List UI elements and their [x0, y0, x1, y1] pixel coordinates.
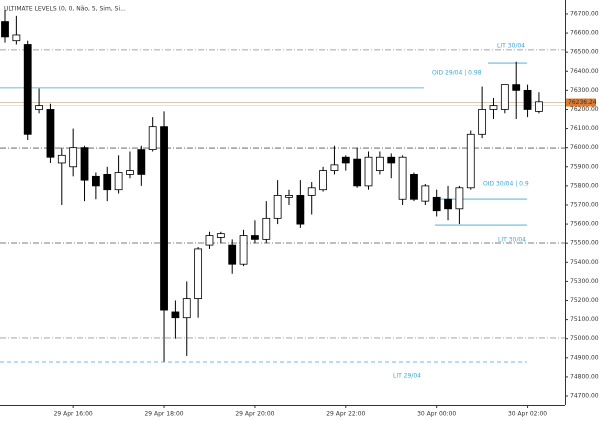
candle-body: [69, 147, 78, 168]
y-tick-label: 75700.00: [570, 201, 599, 208]
candle-body: [12, 34, 21, 42]
y-tick-label: 74700.00: [570, 393, 599, 400]
x-tick-label: 29 Apr 20:00: [235, 411, 274, 418]
candle-body: [341, 156, 350, 164]
candle-body: [103, 174, 112, 191]
candle-body: [444, 198, 452, 210]
candle-body: [296, 195, 305, 225]
y-tick-label: 75600.00: [570, 221, 599, 228]
candle-body: [228, 244, 237, 265]
x-tick-label: 30 Apr 02:00: [508, 411, 547, 418]
candle-body: [410, 174, 418, 200]
candle-body: [535, 101, 543, 112]
y-tick-label: 75100.00: [570, 316, 599, 323]
chart-title: ULTIMATE LEVELS (0, 0, Não, 5, Sim, Si..…: [4, 6, 126, 13]
candle-body: [364, 156, 373, 187]
candle-body: [205, 235, 214, 246]
y-tick-label: 76000.00: [570, 144, 599, 151]
y-tick-label: 74900.00: [570, 354, 599, 361]
level-label: OID 29/04 | 0.98: [432, 70, 482, 77]
candle-body: [421, 185, 430, 202]
candle-body: [307, 187, 316, 196]
candle-body: [216, 233, 225, 238]
candle-body: [182, 298, 191, 319]
candle-body: [466, 133, 475, 189]
candle-body: [114, 172, 123, 191]
candle-body: [330, 164, 339, 171]
candle-body: [489, 105, 498, 110]
x-tick-label: 29 Apr 16:00: [54, 411, 93, 418]
candle-body: [387, 156, 396, 164]
level-label: LIT 30/04: [497, 42, 525, 49]
y-tick-label: 75900.00: [570, 163, 599, 170]
y-tick-label: 75400.00: [570, 259, 599, 266]
y-tick-label: 75300.00: [570, 278, 599, 285]
y-tick-label: 76600.00: [570, 30, 599, 37]
y-tick-label: 76300.00: [570, 87, 599, 94]
y-tick-label: 75500.00: [570, 240, 599, 247]
candle-body: [1, 21, 9, 38]
candle-body: [398, 156, 407, 200]
level-label: LIT 29/04: [393, 373, 421, 380]
y-tick-label: 75200.00: [570, 297, 599, 304]
candle-body: [57, 154, 66, 164]
candle-body: [46, 109, 55, 158]
candle-body: [80, 147, 89, 181]
candle-body: [23, 44, 32, 135]
current-price-label: 76236.24: [568, 99, 597, 106]
candle-body: [137, 149, 146, 175]
candle-body: [194, 248, 203, 299]
candle-body: [478, 109, 487, 135]
candle-body: [239, 235, 248, 265]
candle-body: [500, 84, 509, 110]
level-label: LIT 30/04: [498, 237, 526, 244]
y-tick-label: 76700.00: [570, 10, 599, 17]
candle-body: [35, 105, 43, 110]
candle-body: [285, 195, 293, 198]
y-tick-label: 74800.00: [570, 373, 599, 380]
y-tick-label: 76100.00: [570, 125, 599, 132]
candle-body: [432, 196, 441, 212]
y-tick-label: 75800.00: [570, 182, 599, 189]
y-tick-label: 76500.00: [570, 49, 599, 56]
y-tick-label: 76200.00: [570, 106, 599, 113]
y-tick-label: 75000.00: [570, 335, 599, 342]
candle-body: [375, 156, 384, 171]
x-tick-label: 29 Apr 18:00: [144, 411, 183, 418]
candle-body: [148, 126, 157, 150]
candle-body: [171, 311, 180, 319]
candle-body: [523, 89, 532, 110]
candle-body: [91, 175, 100, 187]
candle-body: [319, 170, 327, 191]
candle-body: [160, 126, 168, 311]
candle-body: [262, 217, 271, 240]
level-label: OID 30/04 | 0.9: [483, 181, 529, 188]
y-tick-label: 76400.00: [570, 68, 599, 75]
candle-body: [455, 187, 464, 210]
candle-body: [273, 195, 282, 219]
x-tick-label: 29 Apr 22:00: [326, 411, 365, 418]
candle-body: [126, 170, 134, 175]
candle-body: [512, 84, 521, 91]
current-price-tag: [566, 98, 596, 107]
candle-body: [353, 158, 362, 187]
candle-body: [251, 235, 259, 240]
x-tick-label: 30 Apr 00:00: [417, 411, 456, 418]
